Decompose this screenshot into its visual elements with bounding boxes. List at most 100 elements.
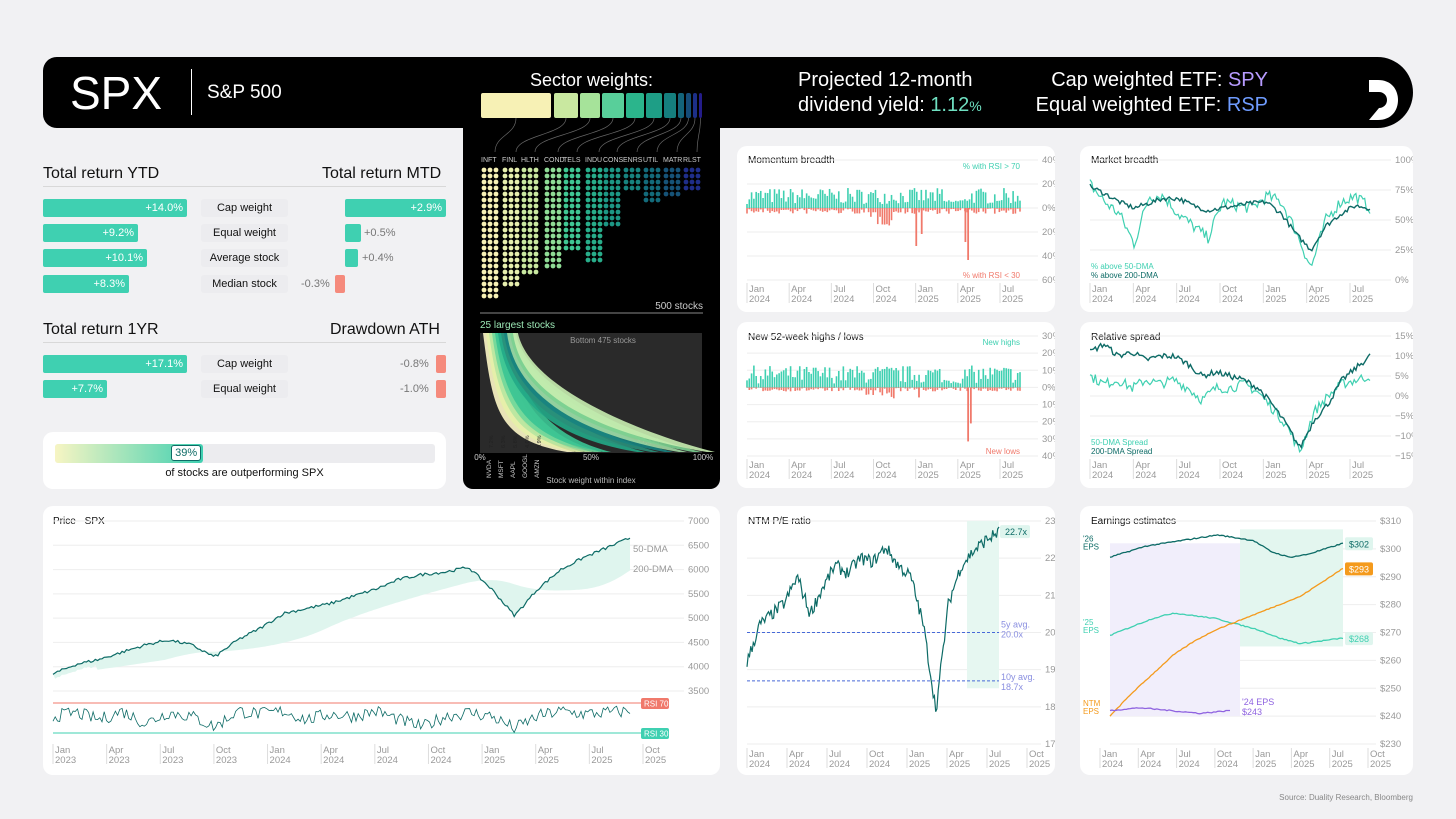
stock-dot: [569, 173, 575, 179]
stock-dot: [533, 185, 539, 191]
sector-weight-block: [664, 93, 676, 118]
stock-dot: [544, 173, 550, 179]
stock-dot: [514, 269, 520, 275]
stock-dot: [521, 179, 527, 185]
stock-dot: [655, 185, 661, 191]
rsi70-badge: [641, 698, 669, 709]
stock-dot: [533, 269, 539, 275]
stock-dot: [695, 185, 701, 191]
stock-dot: [521, 257, 527, 263]
y-tick-label: 20%: [1042, 348, 1055, 359]
sector-label: TELS: [563, 157, 581, 164]
stock-dot: [569, 215, 575, 221]
stock-dot: [533, 179, 539, 185]
stock-dot: [575, 197, 581, 203]
stock-dot: [487, 173, 493, 179]
stock-dot: [655, 191, 661, 197]
y-tick-label: 30%: [1042, 331, 1055, 342]
y-tick-label: 7000: [688, 516, 709, 527]
stock-dot: [533, 221, 539, 227]
breadth-chart: 100% 75% 50% 25% 0% % above 50-DMA% above 200…: [1089, 155, 1413, 305]
stock-dot: [514, 167, 520, 173]
stock-dot: [585, 239, 591, 245]
stock-dot: [563, 221, 569, 227]
stock-dot: [481, 197, 487, 203]
x-tick-label: 2025: [1265, 294, 1286, 305]
stock-dot: [556, 245, 562, 251]
breadth-card: [1080, 146, 1413, 312]
etf-cap-label: Cap weighted ETF:: [1051, 69, 1223, 91]
x-tick-label: 2025: [1309, 294, 1330, 305]
stock-dot: [556, 227, 562, 233]
x-tick-label: Oct: [430, 745, 445, 756]
stock-dot: [609, 173, 615, 179]
stock-dot: [508, 197, 514, 203]
stock-dot: [544, 239, 550, 245]
eps-series-name: EPS: [1083, 626, 1099, 635]
axis-tick: 0%: [474, 453, 486, 462]
sector-label: INDU: [585, 157, 602, 164]
stock-dot: [585, 203, 591, 209]
x-tick-label: Apr: [960, 284, 975, 295]
yield-value: 1.12: [930, 94, 970, 116]
stock-dot: [585, 215, 591, 221]
x-tick-label: 2024: [323, 755, 344, 766]
stock-dot: [493, 287, 499, 293]
y-tick-label: 20x: [1045, 628, 1055, 639]
stock-dot: [550, 197, 556, 203]
stock-dot: [544, 233, 550, 239]
series-200dma: [1089, 183, 1371, 252]
stock-dot: [615, 203, 621, 209]
y-tick-label: 40%: [1042, 451, 1055, 462]
stock-dot: [544, 191, 550, 197]
stock-dot: [556, 191, 562, 197]
stock-dot: [514, 221, 520, 227]
stock-dot: [493, 257, 499, 263]
y-tick-label: 40%: [1042, 251, 1055, 262]
stock-dot: [481, 173, 487, 179]
stock-dot: [569, 167, 575, 173]
x-tick-label: 2025: [1002, 294, 1023, 305]
stock-dot: [493, 233, 499, 239]
x-tick-label: 2025: [960, 294, 981, 305]
x-tick-label: Oct: [1370, 749, 1385, 760]
y-tick-label: 20%: [1042, 417, 1055, 428]
x-tick-label: Jan: [1255, 749, 1270, 760]
stock-dot: [493, 203, 499, 209]
ytd-bar-average: +10.1%: [43, 249, 147, 267]
stock-dot: [481, 239, 487, 245]
stock-dot: [502, 191, 508, 197]
etf-cap-symbol: SPY: [1227, 69, 1268, 91]
x-tick-label: Jul: [1332, 749, 1344, 760]
current-value: 22.7x: [1005, 527, 1028, 537]
stock-dot: [563, 215, 569, 221]
x-tick-label: 2025: [918, 470, 939, 481]
y-tick-label: 10%: [1042, 365, 1055, 376]
stock-dot: [502, 167, 508, 173]
stock-dot: [550, 167, 556, 173]
stock-dot: [615, 173, 621, 179]
stock-flow: [513, 333, 715, 452]
stock-dot: [585, 245, 591, 251]
stock-dot: [663, 185, 669, 191]
x-tick-label: 2024: [876, 294, 897, 305]
stock-dot: [493, 293, 499, 299]
stock-dot: [533, 245, 539, 251]
ytd-title: Total return YTD: [43, 165, 160, 182]
x-tick-label: 2025: [1352, 294, 1373, 305]
stock-dot: [508, 179, 514, 185]
stock-dot: [563, 173, 569, 179]
largest-title: 25 largest stocks: [480, 320, 555, 331]
y-tick-label: $240: [1380, 711, 1401, 722]
x-tick-label: Jan: [1265, 460, 1280, 471]
stock-dot: [493, 173, 499, 179]
stock-dot: [695, 173, 701, 179]
stock-dot: [635, 185, 641, 191]
x-tick-label: Apr: [1135, 460, 1150, 471]
x-tick-label: Apr: [949, 749, 964, 760]
sector-label: UTIL: [643, 157, 658, 164]
stock-dot: [575, 191, 581, 197]
stock-dot: [591, 209, 597, 215]
stock-dot: [502, 173, 508, 179]
stock-dot: [597, 251, 603, 257]
